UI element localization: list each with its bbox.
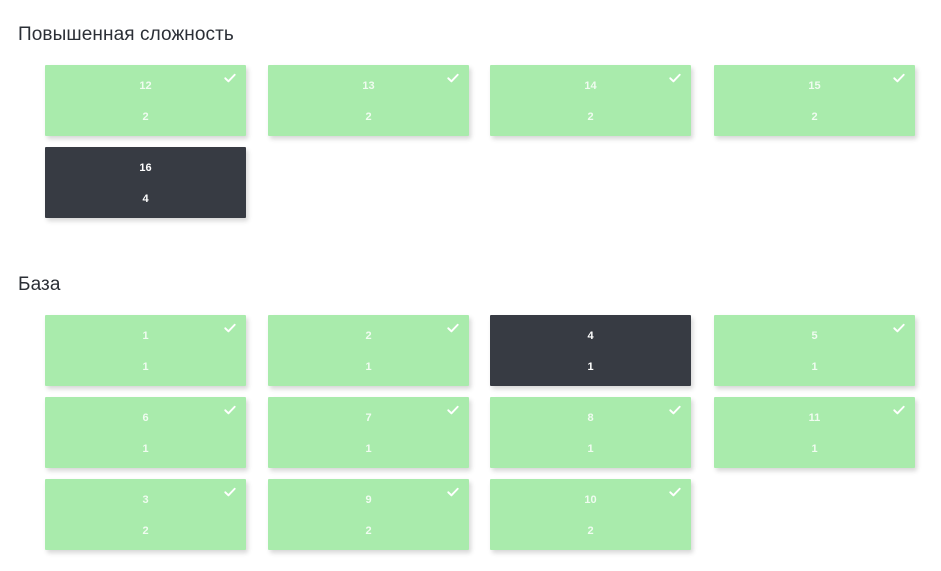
task-card-score: 1: [811, 361, 818, 373]
check-icon: [892, 321, 906, 335]
task-card-score: 2: [142, 525, 149, 537]
task-card-number: 4: [587, 330, 594, 342]
check-icon: [892, 403, 906, 417]
task-card-number: 1: [142, 330, 149, 342]
task-card-number: 6: [142, 412, 149, 424]
task-card-score: 1: [587, 443, 594, 455]
task-card-number: 12: [139, 80, 152, 92]
task-card[interactable]: 12 2: [45, 65, 246, 136]
task-card-score: 1: [142, 361, 149, 373]
task-card-number: 5: [811, 330, 818, 342]
task-card-number: 10: [584, 494, 597, 506]
task-card-number: 9: [365, 494, 372, 506]
task-card-score: 1: [142, 443, 149, 455]
task-card-number: 8: [587, 412, 594, 424]
task-card-number: 7: [365, 412, 372, 424]
task-card-score: 2: [587, 525, 594, 537]
check-icon: [223, 403, 237, 417]
task-card-score: 1: [811, 443, 818, 455]
task-card-number: 16: [139, 162, 152, 174]
task-card[interactable]: 15 2: [714, 65, 915, 136]
task-card-number: 11: [808, 412, 821, 424]
task-card[interactable]: 11 1: [714, 397, 915, 468]
check-icon: [446, 485, 460, 499]
task-card[interactable]: 14 2: [490, 65, 691, 136]
task-card[interactable]: 13 2: [268, 65, 469, 136]
task-card-score: 1: [587, 361, 594, 373]
section-title: База: [18, 274, 61, 295]
task-card-score: 2: [365, 525, 372, 537]
check-icon: [223, 321, 237, 335]
check-icon: [892, 71, 906, 85]
check-icon: [668, 485, 682, 499]
task-card-score: 2: [142, 111, 149, 123]
task-card[interactable]: 16 4: [45, 147, 246, 218]
check-icon: [668, 403, 682, 417]
task-card-score: 2: [811, 111, 818, 123]
section-title: Повышенная сложность: [18, 24, 234, 45]
check-icon: [446, 403, 460, 417]
task-card-number: 15: [808, 80, 821, 92]
task-card-score: 1: [365, 361, 372, 373]
task-card-score: 2: [365, 111, 372, 123]
check-icon: [668, 71, 682, 85]
task-card-number: 2: [365, 330, 372, 342]
task-card-number: 13: [362, 80, 375, 92]
task-card-score: 4: [142, 193, 149, 205]
check-icon: [446, 71, 460, 85]
check-icon: [223, 485, 237, 499]
task-card-number: 14: [584, 80, 597, 92]
check-icon: [223, 71, 237, 85]
check-icon: [446, 321, 460, 335]
task-card-number: 3: [142, 494, 149, 506]
task-card-score: 2: [587, 111, 594, 123]
task-card-score: 1: [365, 443, 372, 455]
task-card[interactable]: 10 2: [490, 479, 691, 550]
